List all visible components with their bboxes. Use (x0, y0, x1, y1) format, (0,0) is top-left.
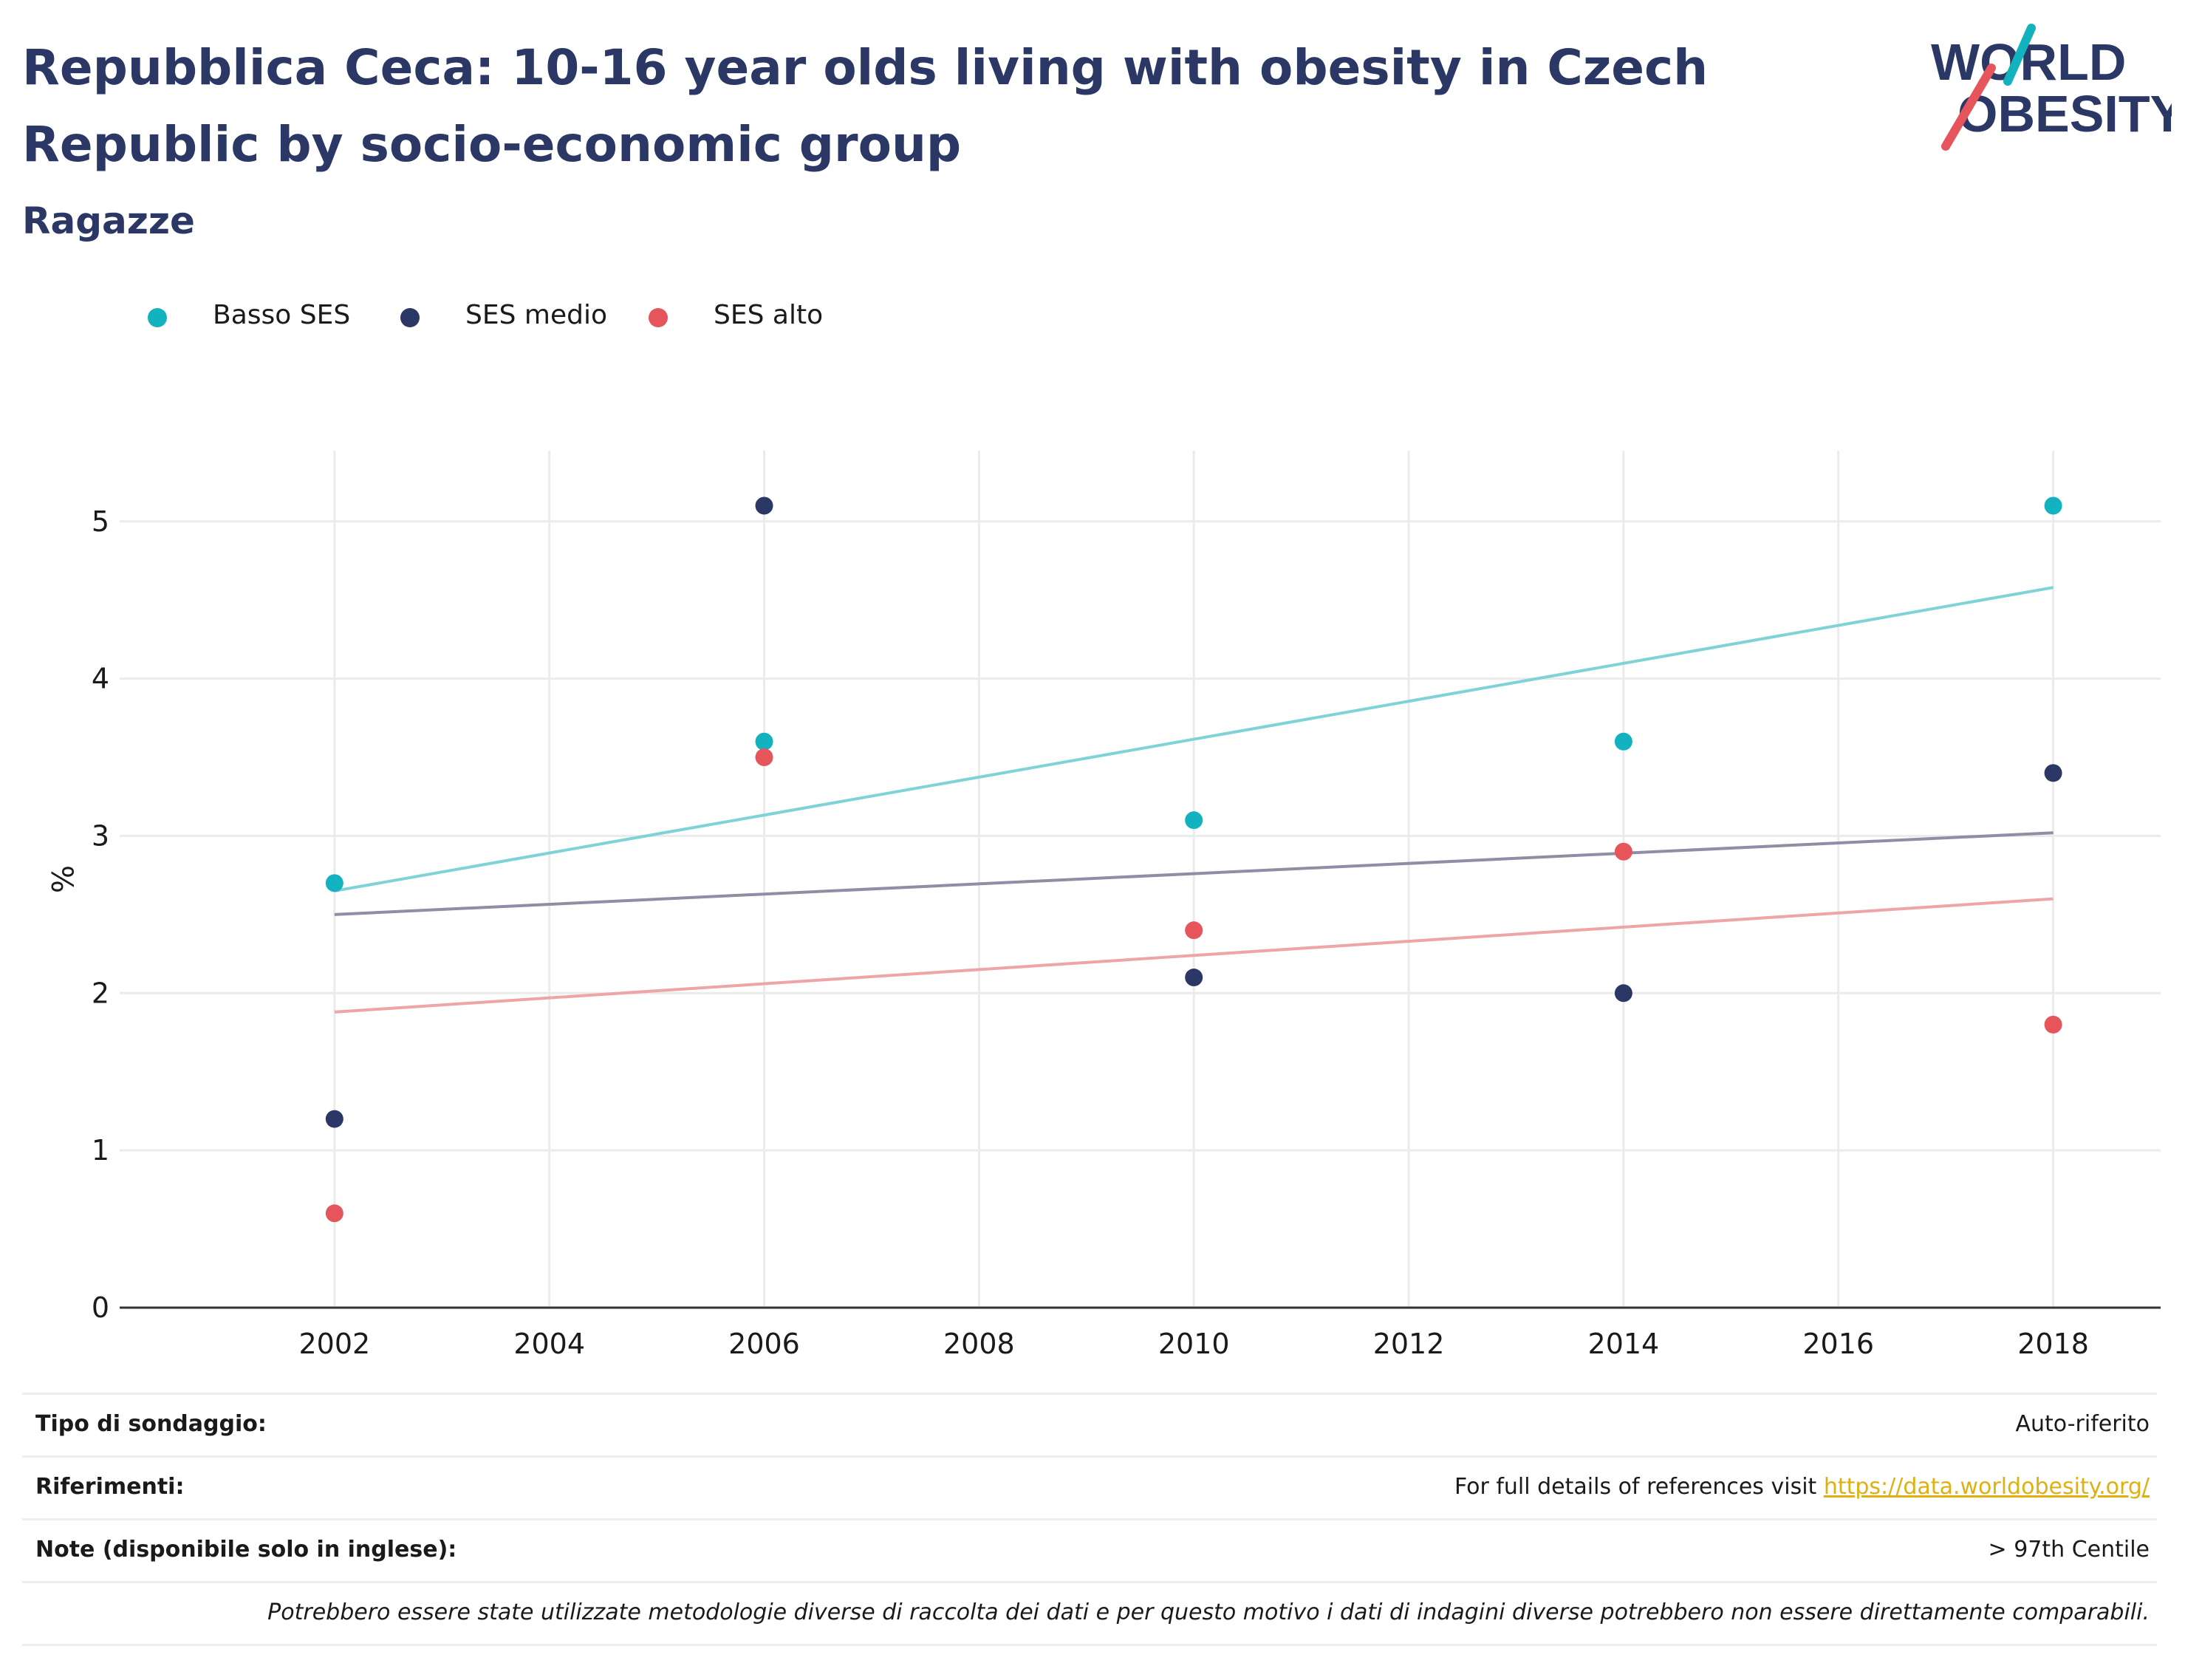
logo-slash-teal (2003, 24, 2036, 86)
x-tick-label-2014: 2014 (1588, 1328, 1660, 1360)
y-tick-label-1: 1 (92, 1134, 109, 1167)
references-label: Riferimenti: (35, 1474, 185, 1500)
trend-line-ses-alto (334, 897, 2054, 1014)
trend-line-ses-medio (334, 831, 2054, 916)
y-tick-label-2: 2 (92, 977, 109, 1009)
point-ses-medio-2002 (325, 1110, 343, 1128)
info-row-references: Riferimenti: For full details of referen… (22, 1455, 2157, 1518)
point-ses-alto-2006 (755, 748, 773, 767)
x-tick-label-2012: 2012 (1373, 1328, 1445, 1360)
point-ses-medio-2014 (1614, 984, 1632, 1003)
survey-type-label: Tipo di sondaggio: (35, 1411, 267, 1437)
point-basso-ses-2014 (1614, 732, 1632, 751)
x-tick-label-2016: 2016 (1802, 1328, 1874, 1360)
point-basso-ses-2018 (2044, 496, 2062, 515)
info-row-notes: Note (disponibile solo in inglese): > 97… (22, 1518, 2157, 1581)
logo-word-obesity: OBESITY (1957, 85, 2172, 143)
info-row-survey-type: Tipo di sondaggio: Auto-riferito (22, 1393, 2157, 1455)
x-tick-label-2008: 2008 (943, 1328, 1015, 1360)
point-basso-ses-2002 (325, 874, 343, 892)
y-tick-label-5: 5 (92, 505, 109, 538)
point-ses-medio-2006 (755, 496, 773, 515)
legend-label-ses-medio: SES medio (465, 300, 607, 330)
y-tick-label-0: 0 (92, 1291, 109, 1324)
y-axis-title: % (44, 865, 78, 893)
references-link[interactable]: https://data.worldobesity.org/ (1823, 1474, 2150, 1500)
notes-value: > 97th Centile (1988, 1537, 2150, 1563)
x-tick-label-2018: 2018 (2017, 1328, 2089, 1360)
y-tick-label-3: 3 (92, 819, 109, 852)
world-obesity-logo: WORLD OBESITY (1931, 24, 2172, 151)
x-tick-label-2010: 2010 (1158, 1328, 1230, 1360)
point-basso-ses-2010 (1185, 811, 1203, 830)
point-ses-alto-2018 (2044, 1015, 2062, 1034)
references-text: For full details of references visit (1454, 1474, 1824, 1500)
logo-slash-red (1941, 64, 1996, 151)
legend-marker-basso-ses (148, 308, 167, 327)
legend-label-basso-ses: Basso SES (213, 300, 351, 330)
x-tick-label-2006: 2006 (728, 1328, 800, 1360)
chart-subtitle: Ragazze (22, 199, 195, 242)
references-value: For full details of references visit htt… (1454, 1474, 2150, 1500)
point-ses-alto-2014 (1614, 842, 1632, 861)
legend-marker-ses-medio (400, 308, 420, 327)
legend-label-ses-alto: SES alto (714, 300, 824, 330)
point-basso-ses-2006 (755, 732, 773, 751)
survey-type-value: Auto-riferito (2015, 1411, 2150, 1437)
point-ses-alto-2010 (1185, 921, 1203, 940)
y-tick-label-4: 4 (92, 663, 109, 695)
legend-marker-ses-alto (649, 308, 668, 327)
scatter-chart: 2002 2004 2006 2008 2010 2012 2014 2016 2018 0 1 2 3… (44, 451, 2161, 1360)
trend-line-basso-ses (334, 586, 2054, 892)
info-row-disclaimer: Potrebbero essere state utilizzate metod… (22, 1581, 2157, 1646)
point-ses-medio-2018 (2044, 764, 2062, 782)
notes-label: Note (disponibile solo in inglese): (35, 1537, 457, 1563)
info-table: Tipo di sondaggio: Auto-riferito Riferim… (22, 1393, 2157, 1646)
x-tick-label-2004: 2004 (513, 1328, 585, 1360)
disclaimer-text: Potrebbero essere state utilizzate metod… (267, 1599, 2150, 1625)
point-ses-alto-2002 (325, 1204, 343, 1223)
point-ses-medio-2010 (1185, 969, 1203, 987)
chart-title: Repubblica Ceca: 10-16 year olds living … (22, 39, 1709, 173)
x-tick-label-2002: 2002 (298, 1328, 370, 1360)
